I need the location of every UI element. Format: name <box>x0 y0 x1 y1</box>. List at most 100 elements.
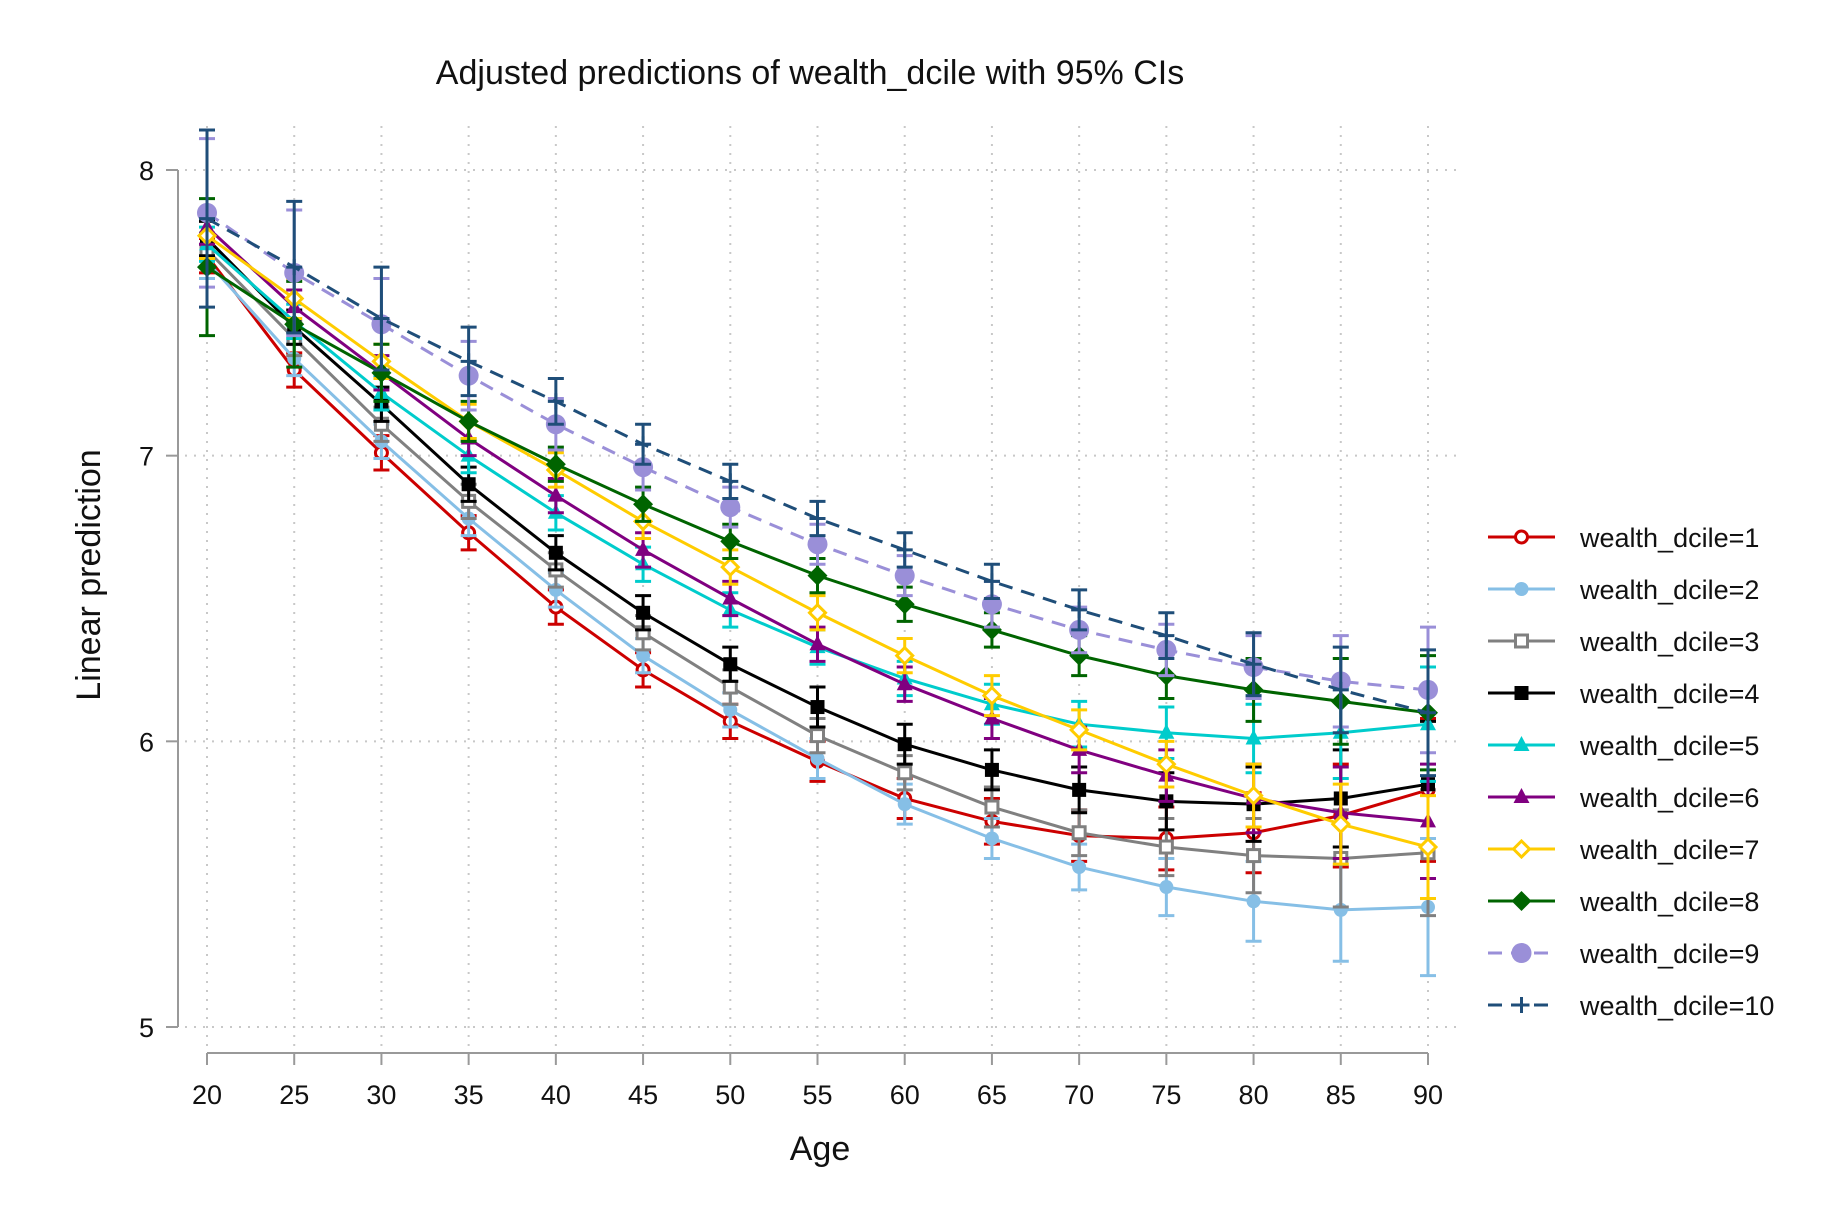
legend-item: wealth_dcile=9 <box>1488 939 1759 969</box>
legend-label: wealth_dcile=5 <box>1579 731 1759 761</box>
data-point <box>896 541 913 558</box>
legend-marker <box>1514 529 1529 545</box>
data-point <box>809 635 826 651</box>
legend-item: wealth_dcile=2 <box>1488 575 1759 605</box>
data-point <box>461 477 476 492</box>
data-point <box>894 594 915 615</box>
legend-item: wealth_dcile=5 <box>1488 731 1759 761</box>
grid <box>185 126 1460 1046</box>
data-point <box>633 457 654 478</box>
chart-title: Adjusted predictions of wealth_dcile wit… <box>436 54 1184 92</box>
data-point <box>371 362 392 383</box>
legend-marker <box>1513 997 1530 1013</box>
data-point <box>1330 814 1351 835</box>
data-point <box>720 531 741 552</box>
data-point <box>809 510 826 527</box>
x-tick-label: 20 <box>192 1080 222 1110</box>
legend-label: wealth_dcile=3 <box>1579 627 1759 657</box>
x-tick-label: 75 <box>1151 1080 1181 1110</box>
data-point <box>1245 656 1262 673</box>
legend-marker <box>1514 582 1529 596</box>
data-point <box>1245 729 1262 745</box>
y-tick-label: 5 <box>139 1013 154 1043</box>
data-point <box>1417 836 1439 858</box>
data-point <box>547 393 564 410</box>
x-tick-label: 45 <box>628 1080 658 1110</box>
data-point <box>1069 645 1090 666</box>
legend-label: wealth_dcile=4 <box>1579 679 1759 709</box>
x-tick-label: 90 <box>1413 1080 1443 1110</box>
y-axis-label: Linear prediction <box>70 449 108 700</box>
data-point <box>635 540 652 556</box>
legend-label: wealth_dcile=8 <box>1579 887 1759 917</box>
data-point <box>635 436 652 453</box>
legend-marker <box>1514 686 1529 700</box>
data-point <box>460 353 477 370</box>
legend-marker <box>1514 633 1529 649</box>
legend-item: wealth_dcile=7 <box>1488 835 1759 865</box>
axes: 5 6 7 8 20 25 30 35 40 45 50 55 60 65 70 75 80 85 90 <box>139 156 1443 1110</box>
data-point <box>199 210 215 227</box>
data-point <box>373 310 390 327</box>
data-point <box>286 259 303 276</box>
x-tick-label: 50 <box>715 1080 745 1110</box>
data-point <box>722 679 738 695</box>
data-point <box>636 648 651 663</box>
x-tick-label: 35 <box>454 1080 484 1110</box>
data-point <box>810 700 825 715</box>
y-tick-label: 8 <box>139 156 154 186</box>
legend-item: wealth_dcile=6 <box>1488 783 1759 813</box>
data-point <box>723 702 738 717</box>
legend-item: wealth_dcile=1 <box>1488 523 1759 553</box>
data-point <box>1159 880 1174 895</box>
legend-label: wealth_dcile=9 <box>1579 939 1759 969</box>
legend-item: wealth_dcile=8 <box>1488 887 1759 917</box>
data-point <box>1158 723 1175 739</box>
data-point <box>1246 848 1262 864</box>
y-tick-label: 6 <box>139 727 154 757</box>
data-point <box>896 675 913 691</box>
data-point <box>723 657 738 672</box>
data-point <box>897 737 912 752</box>
legend-label: wealth_dcile=6 <box>1579 783 1759 813</box>
x-tick-label: 25 <box>279 1080 309 1110</box>
data-point <box>547 486 564 502</box>
data-point <box>633 494 654 515</box>
legend: wealth_dcile=1 wealth_dcile=2 wealth_dcile… <box>1488 523 1774 1021</box>
data-point <box>1072 782 1087 797</box>
x-tick-label: 55 <box>802 1080 832 1110</box>
data-point <box>1243 785 1264 806</box>
x-tick-label: 65 <box>977 1080 1007 1110</box>
data-point <box>722 473 739 490</box>
x-tick-label: 85 <box>1326 1080 1356 1110</box>
legend-marker <box>1513 736 1530 751</box>
data-point <box>807 565 828 586</box>
series-10 <box>199 128 1436 778</box>
data-point <box>636 605 651 620</box>
legend-label: wealth_dcile=2 <box>1579 575 1759 605</box>
data-point <box>984 831 999 846</box>
data-point <box>810 751 825 766</box>
data-point <box>720 497 741 518</box>
data-point <box>807 602 828 623</box>
legend-item: wealth_dcile=4 <box>1488 679 1759 709</box>
legend-label: wealth_dcile=1 <box>1579 523 1759 553</box>
x-tick-label: 80 <box>1239 1080 1269 1110</box>
data-point <box>1069 719 1090 741</box>
data-point <box>1246 894 1261 909</box>
legend-marker <box>1511 838 1532 860</box>
legend-label: wealth_dcile=7 <box>1579 835 1759 865</box>
legend-label: wealth_dcile=10 <box>1579 991 1774 1021</box>
data-point <box>548 545 563 560</box>
x-tick-label: 60 <box>890 1080 920 1110</box>
data-point <box>897 797 912 812</box>
x-tick-label: 30 <box>366 1080 396 1110</box>
data-point <box>1158 839 1174 855</box>
series-layer <box>196 128 1439 978</box>
data-point <box>1332 681 1349 698</box>
data-point <box>807 534 828 555</box>
data-point <box>810 728 825 744</box>
legend-marker <box>1511 891 1532 911</box>
